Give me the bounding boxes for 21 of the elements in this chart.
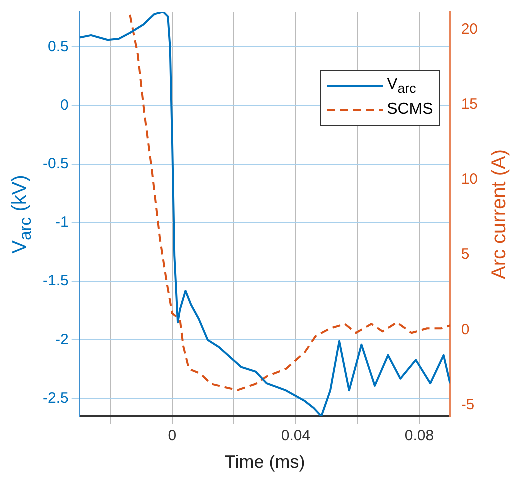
x-axis-title: Time (ms) [224,452,306,472]
legend-label: V$_{arc}$ [387,76,416,96]
y-tick-label: -2 [56,331,69,348]
y2-tick-label: 15 [461,96,478,114]
y-tick-label: 0.5 [48,38,69,56]
y2-tick-label: 20 [461,21,478,38]
legend-label: SCMS [387,101,434,119]
y2-tick-label: 5 [461,246,470,264]
x-tick-label: 0 [168,428,177,445]
y-tick-label: -0.5 [42,156,69,173]
y2-axis-title: Arc current (A) [488,149,512,280]
x-tick-label: 0.04 [281,428,311,445]
y2-tick-label: 0 [461,321,470,338]
line-series [129,14,450,392]
y2-tick-label: 10 [461,171,478,188]
y2-tick-label: -5 [461,396,475,414]
x-tick-label: 0.08 [404,428,434,445]
y-tick-label: -1 [56,214,69,232]
y-tick-label: -1.5 [42,272,69,290]
y-tick-label: 0 [60,96,69,114]
y-tick-label: -2.5 [42,390,69,407]
